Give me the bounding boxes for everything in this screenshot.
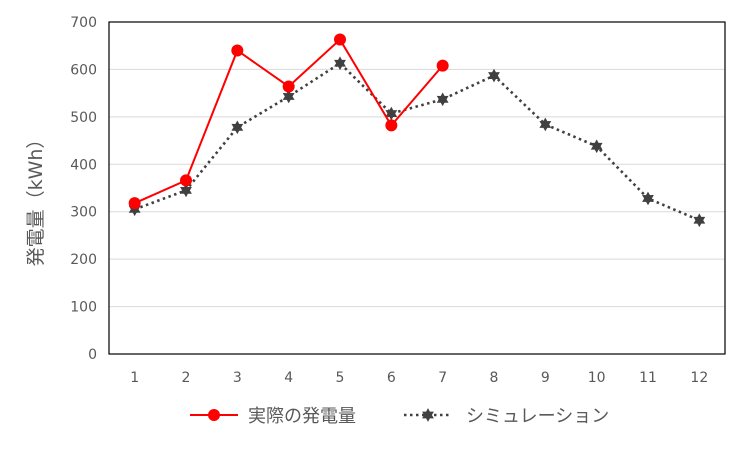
y-tick-label: 700 <box>70 15 97 31</box>
x-tick-label: 12 <box>690 370 708 386</box>
data-point <box>128 197 141 210</box>
data-point <box>180 183 192 198</box>
series-2 <box>128 56 706 228</box>
x-tick-label: 5 <box>336 370 345 386</box>
legend-label: 実際の発電量 <box>248 406 356 427</box>
x-tick-label: 6 <box>387 370 396 386</box>
data-point <box>590 139 603 154</box>
data-point <box>231 120 244 135</box>
y-tick-label: 300 <box>70 205 97 221</box>
x-tick-label: 9 <box>541 370 550 386</box>
y-tick-label: 200 <box>70 252 97 268</box>
y-tick-label: 100 <box>70 300 97 316</box>
data-point <box>180 174 192 187</box>
y-tick-label: 0 <box>88 347 97 363</box>
legend: 実際の発電量 シミュレーション <box>190 406 609 427</box>
x-tick-label: 11 <box>639 370 657 386</box>
data-point <box>436 59 449 72</box>
data-point <box>231 44 244 57</box>
y-tick-labels: 0 100 200 300 400 500 600 700 <box>70 15 97 363</box>
y-tick-label: 500 <box>70 110 97 126</box>
data-point <box>488 68 500 83</box>
y-tick-label: 600 <box>70 62 97 78</box>
plot-area-border <box>108 21 726 355</box>
data-point <box>436 92 449 107</box>
data-point <box>128 202 141 217</box>
x-tick-label: 3 <box>233 370 242 386</box>
legend-item-1: 実際の発電量 <box>190 406 356 427</box>
legend-item-2: シミュレーション <box>404 406 609 427</box>
data-point <box>693 213 706 228</box>
x-tick-label: 7 <box>438 370 447 386</box>
series-line <box>134 61 700 222</box>
legend-label: シミュレーション <box>466 406 609 427</box>
y-axis-title: 発電量（kWh） <box>25 130 47 267</box>
series-1 <box>128 33 449 210</box>
gridlines <box>109 21 725 308</box>
data-point <box>282 89 295 104</box>
data-point <box>539 117 552 132</box>
data-point <box>282 80 295 93</box>
legend-marker <box>208 409 220 421</box>
x-tick-label: 10 <box>588 370 606 386</box>
x-tick-label: 2 <box>182 370 191 386</box>
x-tick-label: 4 <box>284 370 293 386</box>
data-point <box>642 191 654 206</box>
x-tick-label: 8 <box>490 370 499 386</box>
series-lines <box>128 33 706 228</box>
y-tick-label: 400 <box>70 157 97 173</box>
x-tick-labels: 1 2 3 4 5 6 7 8 9 10 11 12 <box>130 370 708 386</box>
legend-marker <box>422 408 434 422</box>
axes <box>108 21 726 355</box>
data-point <box>385 119 398 132</box>
data-point <box>334 56 346 71</box>
x-tick-label: 1 <box>130 370 139 386</box>
data-point <box>334 33 346 46</box>
